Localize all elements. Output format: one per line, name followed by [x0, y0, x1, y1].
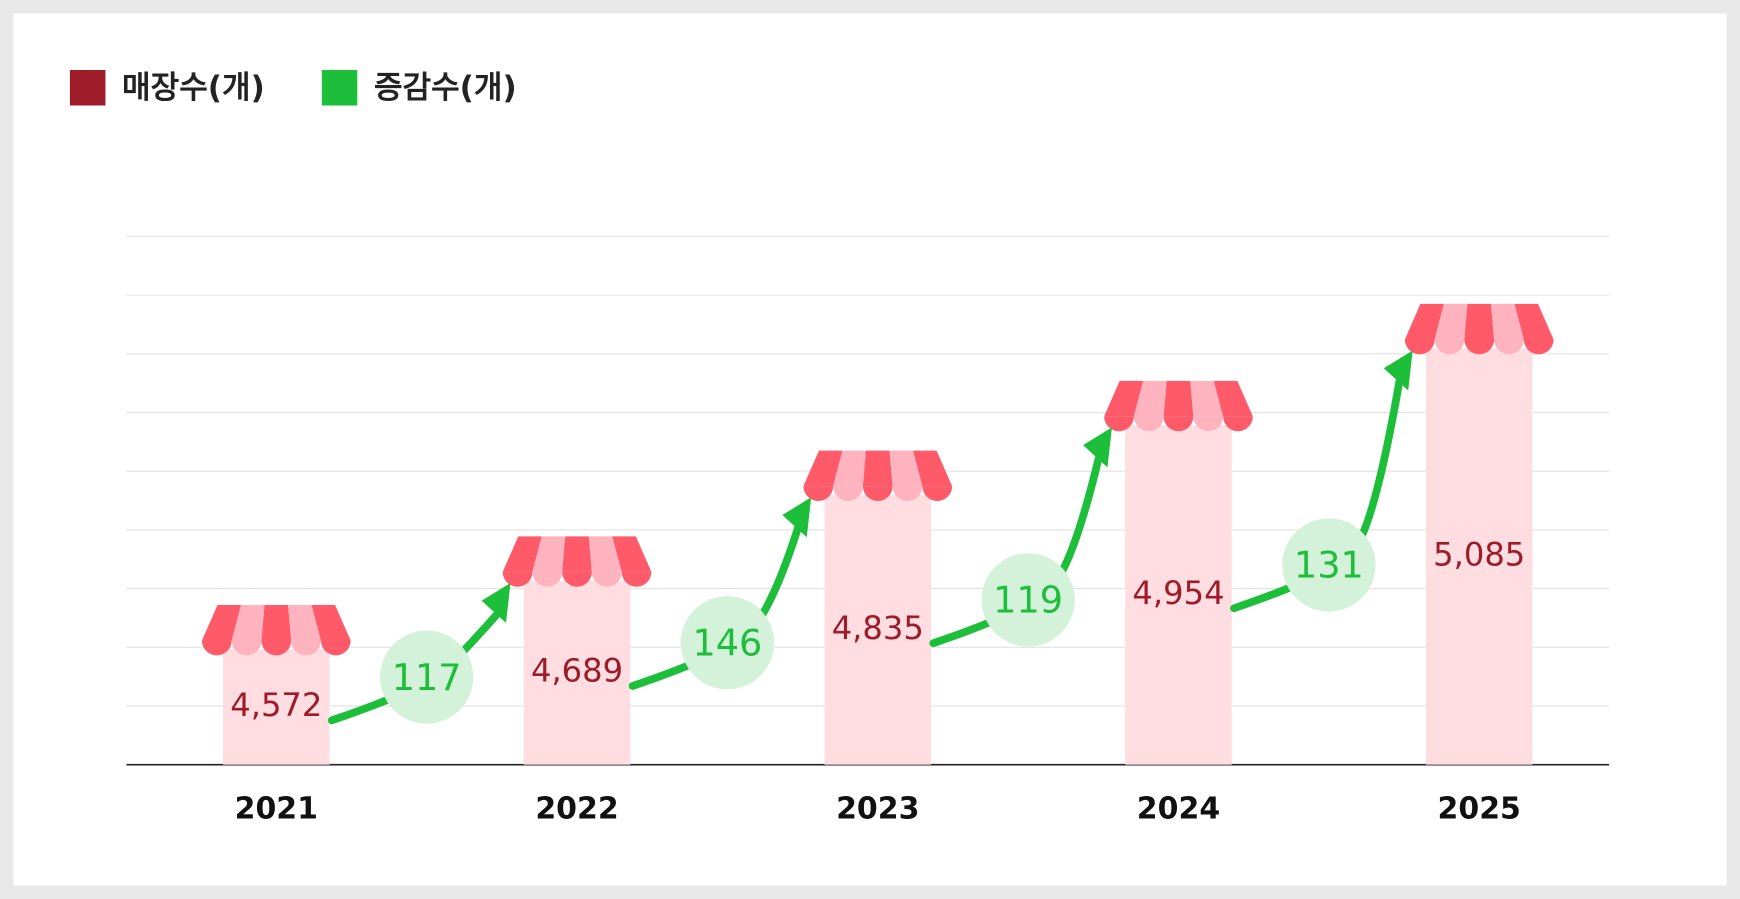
- awning-scallop: [1133, 416, 1164, 432]
- awning-scallop: [862, 486, 893, 502]
- awning-stripe: [1490, 303, 1524, 340]
- arrow-head: [782, 497, 812, 538]
- awning-scallop: [1523, 339, 1554, 355]
- delta-bubble: [680, 596, 775, 690]
- awning-stripe: [1464, 303, 1495, 340]
- awning-stripe: [311, 605, 351, 641]
- arrow-head: [481, 582, 511, 623]
- delta-bubble: [981, 553, 1075, 647]
- awning-stripe: [532, 536, 566, 572]
- legend-label: 매장수(개): [122, 70, 265, 106]
- awning-stripe: [913, 450, 953, 487]
- awning-scallop: [1494, 339, 1524, 355]
- awning: [502, 536, 652, 587]
- awning-stripe: [231, 605, 265, 641]
- bar: [1425, 348, 1533, 765]
- awning-stripe: [1133, 380, 1167, 417]
- awning-scallop: [261, 640, 292, 656]
- awning-stripe: [1104, 380, 1144, 417]
- bar: [223, 649, 330, 765]
- awning: [1404, 303, 1554, 355]
- awning: [201, 605, 351, 656]
- store-bar: 4,954: [1104, 380, 1253, 765]
- awning-scallop: [231, 640, 262, 656]
- awning-scallop: [1223, 416, 1253, 432]
- bar: [1125, 425, 1232, 765]
- marks: 4,572 2021 4,689 2022 4,835 2023 4,954 2024 5,08…: [201, 303, 1554, 827]
- awning-scallop: [1464, 339, 1495, 355]
- awning-stripe: [1213, 380, 1253, 417]
- awning-scallop: [833, 486, 863, 502]
- awning-stripe: [562, 536, 592, 572]
- x-tick-label: 2023: [836, 792, 919, 827]
- delta-label: 119: [993, 579, 1063, 622]
- delta-label: 146: [692, 621, 762, 664]
- legend-swatch: [69, 69, 106, 106]
- awning-scallop: [291, 640, 321, 656]
- awning-scallop: [892, 486, 923, 502]
- delta-bubble: [1282, 518, 1376, 612]
- awning-scallop: [1434, 339, 1465, 355]
- awning-stripe: [261, 605, 292, 641]
- x-tick-label: 2022: [535, 792, 618, 827]
- awning-stripe: [502, 536, 542, 572]
- awning-stripe: [862, 450, 893, 487]
- value-label: 5,085: [1433, 535, 1525, 573]
- awning: [803, 450, 953, 502]
- awning-stripe: [1190, 380, 1224, 417]
- awning-scallop: [591, 571, 622, 587]
- bar: [824, 495, 932, 765]
- legend-label: 증감수(개): [374, 70, 517, 106]
- awning-stripe: [1163, 380, 1194, 417]
- store-bar: 4,835: [803, 450, 953, 765]
- delta-label: 117: [392, 656, 462, 699]
- arrow-head: [1383, 350, 1413, 391]
- awning-stripe: [288, 605, 321, 641]
- delta-bubble: [380, 630, 474, 724]
- value-label: 4,954: [1132, 574, 1224, 612]
- store-bar: 4,689: [502, 536, 652, 765]
- delta-label: 131: [1294, 544, 1364, 587]
- awning-scallop: [621, 571, 652, 587]
- awning-stripe: [612, 536, 652, 572]
- awning-stripe: [889, 450, 923, 487]
- awning-stripe: [833, 450, 867, 487]
- value-label: 4,835: [832, 609, 924, 647]
- awning-scallop: [562, 571, 592, 587]
- awning-stripe: [1404, 303, 1444, 340]
- value-label: 4,572: [230, 686, 322, 724]
- awning-scallop: [1163, 416, 1194, 432]
- awning-scallop: [1193, 416, 1224, 432]
- bar: [523, 580, 631, 765]
- store-bar: 5,085: [1404, 303, 1554, 765]
- awning-scallop: [201, 640, 232, 656]
- awning-stripe: [588, 536, 622, 572]
- x-tick-label: 2025: [1438, 792, 1521, 827]
- awning-scallop: [1404, 339, 1435, 355]
- arrow-head: [1083, 427, 1112, 468]
- awning-scallop: [532, 571, 563, 587]
- awning-scallop: [320, 640, 351, 656]
- value-label: 4,689: [531, 652, 623, 690]
- awning-stripe: [803, 450, 843, 487]
- x-tick-label: 2021: [235, 792, 318, 827]
- awning: [1104, 380, 1253, 432]
- awning-scallop: [922, 486, 953, 502]
- awning-scallop: [803, 486, 834, 502]
- legend: 매장수(개) 증감수(개): [69, 69, 517, 106]
- awning-stripe: [201, 605, 242, 641]
- awning-scallop: [502, 571, 533, 587]
- legend-swatch: [321, 69, 358, 106]
- awning-scallop: [1104, 416, 1134, 432]
- store-bar: 4,572: [201, 605, 351, 765]
- x-tick-label: 2024: [1137, 792, 1220, 827]
- awning-stripe: [1434, 303, 1468, 340]
- awning-stripe: [1514, 303, 1554, 340]
